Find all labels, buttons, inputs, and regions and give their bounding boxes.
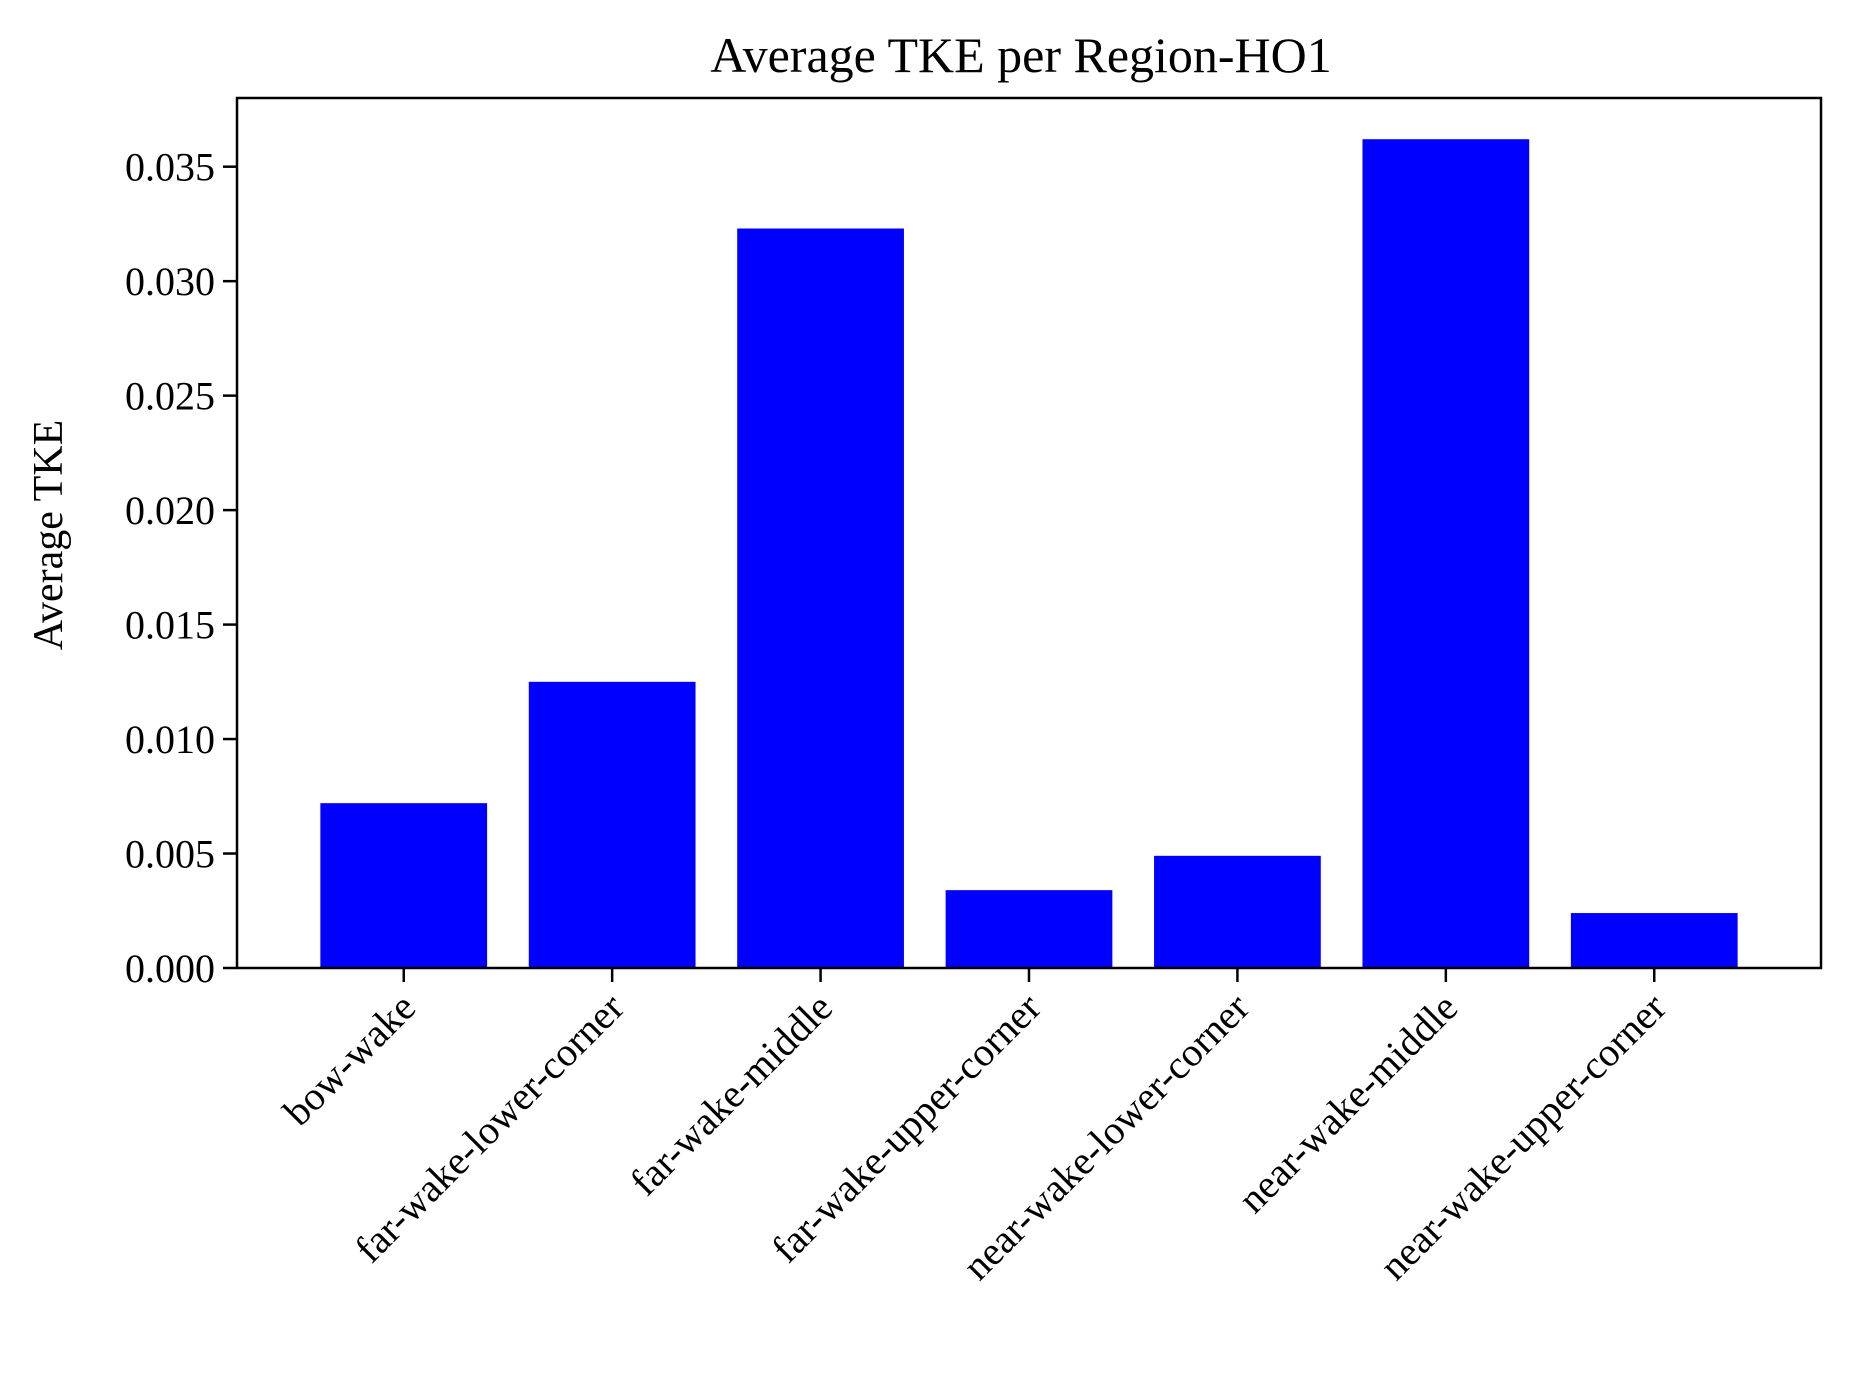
plot-area-frame: [235, 96, 1823, 970]
x-tick-label: far-wake-middle: [621, 985, 841, 1205]
y-axis-ticks: 0.000 0.005 0.010 0.015 0.020 0.025 0.030 0.035: [125, 145, 237, 991]
y-tick-label: 0.000: [125, 946, 215, 991]
bar-far-wake-lower-corner: [528, 681, 696, 968]
y-axis-label: Average TKE: [26, 420, 72, 651]
bar-far-wake-middle: [737, 228, 904, 968]
y-tick-label: 0.020: [125, 488, 215, 533]
x-tick-label: bow-wake: [274, 985, 424, 1135]
y-tick-label: 0.030: [125, 259, 215, 304]
y-tick-label: 0.025: [125, 374, 215, 419]
bar-bow-wake: [320, 803, 488, 968]
chart-title: Average TKE per Region-HO1: [710, 27, 1332, 83]
y-tick-label: 0.010: [125, 717, 215, 762]
y-tick-label: 0.035: [125, 145, 215, 190]
bars-group: [320, 139, 1738, 969]
bar-far-wake-upper-corner: [945, 890, 1113, 968]
y-tick-label: 0.015: [125, 603, 215, 648]
y-tick-label: 0.005: [125, 832, 215, 877]
bar-near-wake-lower-corner: [1154, 855, 1321, 968]
bar-near-wake-upper-corner: [1570, 913, 1738, 968]
bar-near-wake-middle: [1362, 139, 1530, 969]
x-tick-label: near-wake-middle: [1229, 985, 1466, 1222]
x-axis-ticks: bow-wakefar-wake-lower-cornerfar-wake-mi…: [274, 968, 1675, 1288]
